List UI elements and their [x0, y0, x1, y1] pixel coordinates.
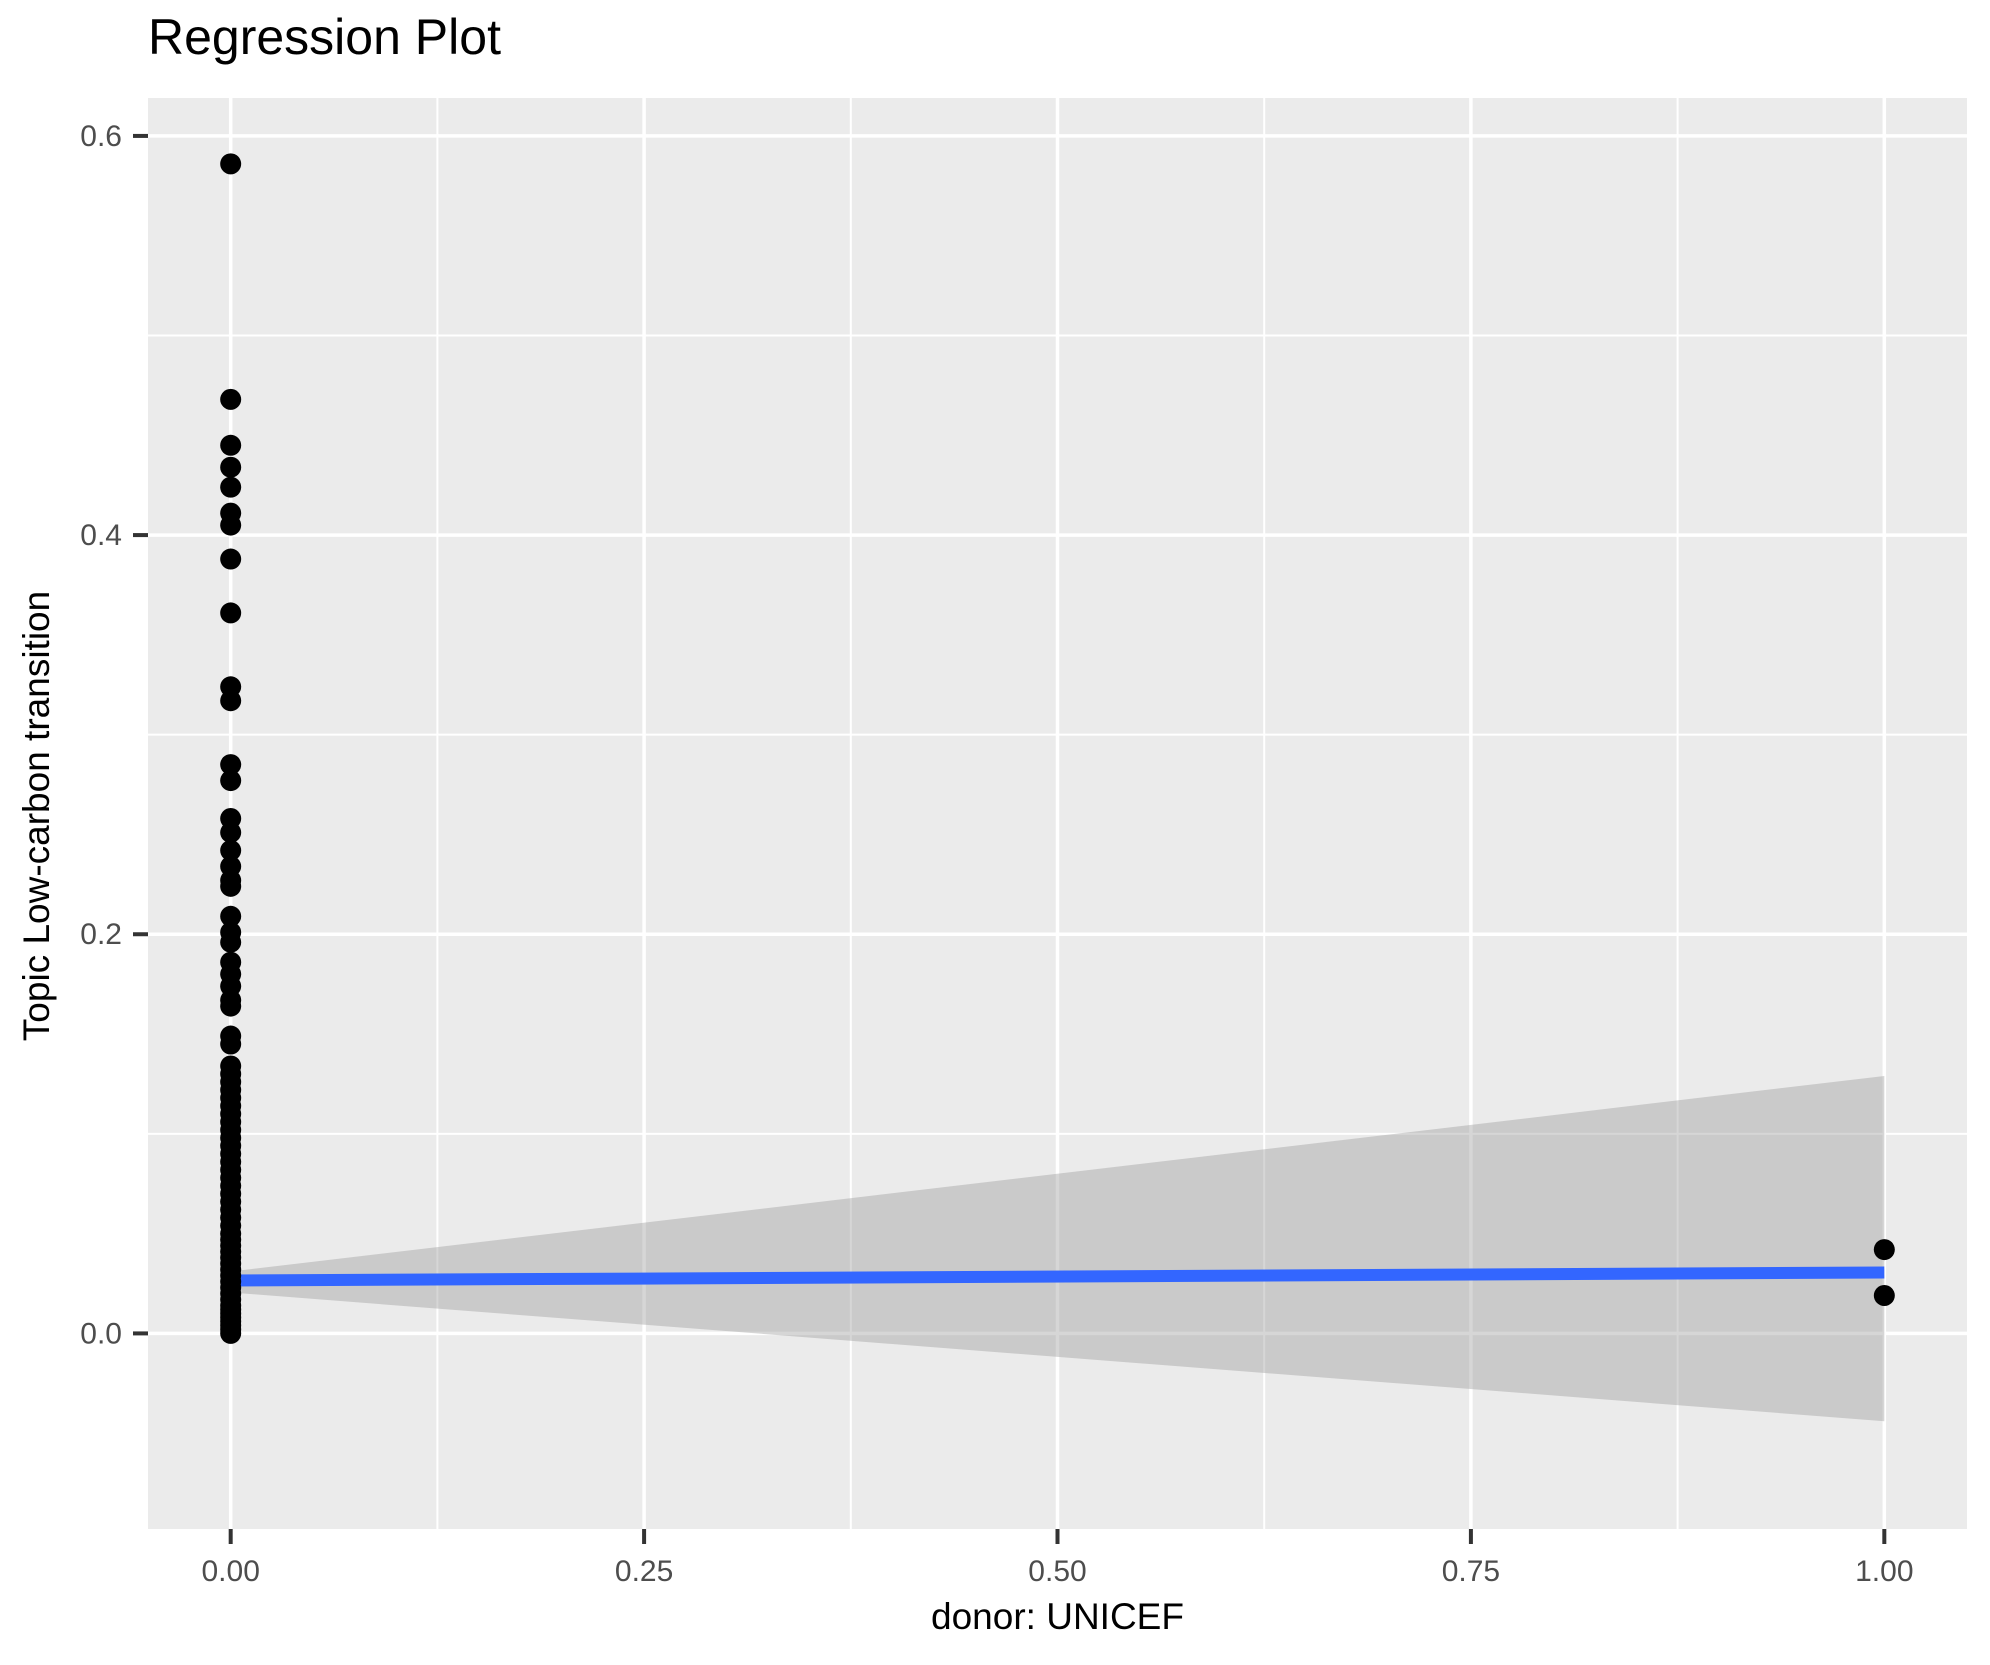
data-point: [220, 839, 242, 861]
data-point: [220, 770, 242, 792]
data-point: [220, 905, 242, 927]
data-point: [220, 153, 242, 175]
data-point: [220, 995, 242, 1017]
data-point: [220, 456, 242, 478]
x-tick-label: 1.00: [1855, 1555, 1913, 1588]
regression-line: [230, 1266, 1885, 1287]
x-tick-label: 0.75: [1442, 1555, 1500, 1588]
data-point: [220, 514, 242, 536]
y-tick-label: 0.0: [80, 1317, 122, 1350]
x-tick-label: 0.50: [1028, 1555, 1086, 1588]
data-point: [220, 388, 242, 410]
data-point: [220, 602, 242, 624]
data-point: [1873, 1284, 1895, 1306]
confidence-band: [230, 1075, 1885, 1422]
data-point: [1873, 1239, 1895, 1261]
x-tick-label: 0.25: [615, 1555, 673, 1588]
data-point: [220, 875, 242, 897]
data-point: [220, 754, 242, 776]
chart-title: Regression Plot: [148, 9, 501, 65]
y-axis-title: Topic Low-carbon transition: [16, 590, 57, 1042]
x-axis-title: donor: UNICEF: [931, 1596, 1184, 1637]
panel-content: [148, 98, 1967, 1529]
data-point: [220, 1322, 242, 1344]
data-point: [220, 548, 242, 570]
data-point: [220, 434, 242, 456]
y-tick-label: 0.6: [80, 120, 122, 153]
x-tick-label: 0.00: [201, 1555, 259, 1588]
data-point: [220, 821, 242, 843]
data-point: [220, 476, 242, 498]
y-tick-label: 0.2: [80, 918, 122, 951]
y-tick-label: 0.4: [80, 519, 122, 552]
data-point: [220, 931, 242, 953]
data-point: [220, 690, 242, 712]
data-point: [220, 1033, 242, 1055]
